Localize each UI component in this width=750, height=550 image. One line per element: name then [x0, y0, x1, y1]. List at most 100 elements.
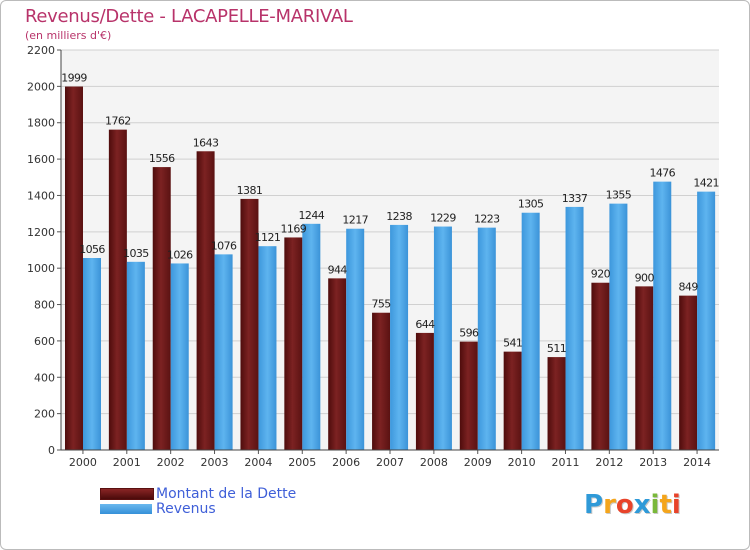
value-label-dette: 644	[415, 318, 435, 331]
value-label-dette: 1556	[149, 152, 175, 165]
bar-revenus	[126, 261, 145, 450]
value-label-revenus: 1337	[562, 192, 588, 205]
bar-revenus	[83, 258, 101, 450]
bar-revenus	[565, 206, 584, 450]
value-label-revenus: 1121	[255, 231, 281, 244]
legend-swatch-dette	[100, 488, 154, 500]
y-tick-label: 2000	[27, 80, 55, 93]
chart-subtitle: (en milliers d'€)	[25, 29, 112, 42]
bar-dette	[372, 312, 391, 450]
x-tick-label: 2001	[113, 456, 141, 469]
bar-dette	[196, 151, 215, 451]
value-label-revenus: 1076	[211, 239, 237, 252]
bar-dette	[240, 198, 259, 450]
logo-letter: i	[650, 490, 660, 520]
bar-dette	[591, 282, 610, 450]
value-label-dette: 1643	[193, 136, 219, 149]
y-tick-label: 2200	[27, 44, 55, 57]
logo-letter: t	[659, 490, 672, 520]
bar-revenus	[433, 226, 452, 450]
bar-revenus	[521, 212, 540, 450]
proxiti-logo: Proxiti	[584, 490, 681, 520]
value-label-dette: 944	[328, 263, 348, 276]
bar-revenus	[346, 228, 365, 450]
y-tick-label: 1400	[27, 189, 55, 202]
y-tick-label: 1600	[27, 153, 55, 166]
legend-swatch-revenus	[100, 504, 152, 514]
bar-dette	[415, 332, 434, 450]
value-label-revenus: 1244	[299, 209, 325, 222]
chart-title: Revenus/Dette - LACAPELLE-MARIVAL	[25, 6, 353, 27]
legend-label-dette: Montant de la Dette	[156, 486, 297, 502]
value-label-dette: 1762	[105, 115, 131, 128]
axes-group: 0 200 400 600 800 1000 1200 1400 1600 1800 2000 220…	[27, 44, 719, 469]
x-tick-label: 2010	[508, 456, 536, 469]
value-label-dette: 849	[679, 281, 699, 294]
bar-dette	[635, 286, 654, 450]
bar-revenus	[477, 227, 496, 450]
bar-dette	[503, 351, 522, 450]
bar-dette	[547, 357, 566, 450]
x-tick-label: 2007	[376, 456, 404, 469]
legend-label-revenus: Revenus	[156, 501, 216, 517]
value-labels-group: 1999 1056 1762 1035 1556 1026 1643 1076 1381 1121…	[61, 72, 719, 356]
bar-revenus	[170, 263, 189, 450]
value-label-revenus: 1223	[474, 213, 500, 226]
bars-group	[65, 86, 716, 451]
value-label-dette: 1169	[281, 222, 307, 235]
bar-revenus	[390, 224, 409, 450]
value-label-dette: 1381	[237, 184, 263, 197]
x-tick-label: 2008	[420, 456, 448, 469]
y-tick-label: 400	[34, 371, 55, 384]
x-tick-label: 2009	[464, 456, 492, 469]
bar-dette	[152, 167, 171, 450]
x-tick-label: 2014	[683, 456, 711, 469]
value-label-dette: 755	[371, 298, 391, 311]
value-label-revenus: 1026	[167, 248, 193, 261]
value-label-revenus: 1217	[342, 214, 368, 227]
y-tick-label: 1200	[27, 226, 55, 239]
bar-dette	[459, 341, 478, 450]
bar-revenus	[653, 181, 672, 451]
logo-letter: x	[633, 490, 651, 520]
bar-dette	[108, 129, 127, 451]
value-label-revenus: 1238	[386, 210, 412, 223]
bar-revenus	[697, 191, 716, 451]
x-tick-label: 2006	[332, 456, 360, 469]
value-label-revenus: 1056	[79, 243, 105, 256]
y-tick-label: 800	[34, 299, 55, 312]
bar-dette	[328, 278, 347, 450]
x-tick-label: 2012	[595, 456, 623, 469]
value-label-revenus: 1476	[649, 167, 675, 180]
value-label-revenus: 1035	[123, 247, 149, 260]
y-tick-label: 1000	[27, 262, 55, 275]
value-label-dette: 1999	[61, 72, 87, 85]
y-tick-label: 0	[48, 444, 55, 457]
x-tick-label: 2004	[244, 456, 272, 469]
bar-dette	[65, 86, 83, 450]
logo-letter: o	[615, 490, 634, 520]
bar-revenus	[609, 203, 628, 450]
y-tick-label: 200	[34, 408, 55, 421]
x-tick-label: 2013	[639, 456, 667, 469]
value-label-dette: 596	[459, 327, 479, 340]
bar-revenus	[258, 246, 277, 450]
x-tick-label: 2011	[551, 456, 579, 469]
x-tick-label: 2000	[69, 456, 97, 469]
value-label-dette: 900	[635, 271, 655, 284]
value-label-dette: 511	[547, 342, 566, 355]
bar-dette	[679, 295, 698, 450]
x-tick-label: 2003	[201, 456, 229, 469]
value-label-dette: 920	[591, 268, 611, 281]
x-tick-label: 2005	[288, 456, 316, 469]
value-label-revenus: 1355	[606, 189, 632, 202]
bar-revenus	[302, 223, 321, 450]
bar-dette	[284, 237, 303, 450]
logo-letter: P	[584, 490, 604, 520]
value-label-revenus: 1229	[430, 212, 456, 225]
bar-revenus	[214, 254, 233, 450]
x-tick-label: 2002	[157, 456, 185, 469]
value-label-revenus: 1421	[693, 177, 719, 190]
value-label-dette: 541	[503, 337, 522, 350]
